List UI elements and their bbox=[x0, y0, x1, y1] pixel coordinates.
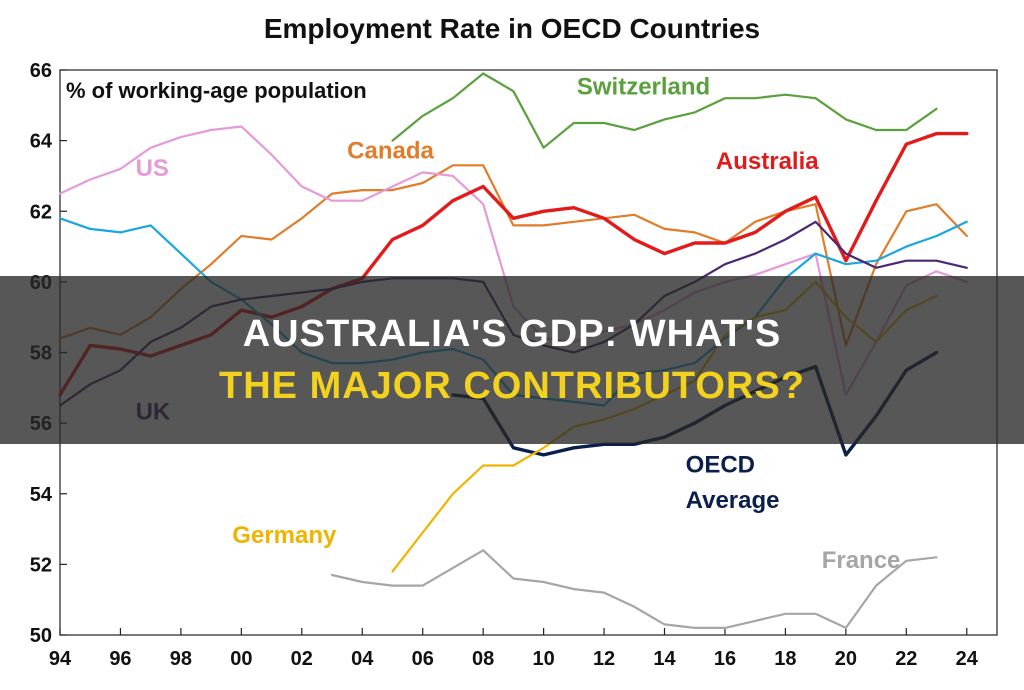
series-canada bbox=[58, 164, 968, 347]
y-tick-label: 54 bbox=[30, 484, 53, 506]
x-tick-label: 22 bbox=[895, 648, 917, 670]
x-tick-label: 06 bbox=[412, 648, 434, 670]
x-tick-label: 20 bbox=[835, 648, 857, 670]
y-tick-label: 52 bbox=[30, 554, 52, 576]
y-tick-label: 66 bbox=[30, 60, 52, 82]
x-tick-label: 00 bbox=[230, 648, 252, 670]
series-label: Average bbox=[686, 487, 780, 514]
series-label: Switzerland bbox=[577, 74, 710, 101]
x-tick-label: 02 bbox=[291, 648, 313, 670]
y-tick-label: 50 bbox=[30, 625, 52, 647]
x-tick-label: 96 bbox=[109, 648, 131, 670]
x-tick-label: 24 bbox=[956, 648, 979, 670]
series-labels: SwitzerlandCanadaUSAustraliaUKOECDAverag… bbox=[136, 74, 901, 574]
y-tick-label: 64 bbox=[30, 131, 53, 153]
x-tick-label: 16 bbox=[714, 648, 736, 670]
overlay-title-line-1: Australia's GDP: What's bbox=[242, 313, 782, 355]
x-tick-label: 18 bbox=[774, 648, 796, 670]
x-tick-label: 14 bbox=[653, 648, 676, 670]
series-label: Australia bbox=[716, 148, 819, 175]
x-tick-label: 12 bbox=[593, 648, 615, 670]
overlay-title-line-2: The Major Contributors? bbox=[219, 365, 805, 407]
title-overlay-banner: Australia's GDP: What's The Major Contri… bbox=[0, 276, 1024, 444]
series-label: France bbox=[822, 547, 901, 574]
x-tick-label: 10 bbox=[532, 648, 554, 670]
x-tick-label: 08 bbox=[472, 648, 494, 670]
series-label: OECD bbox=[686, 452, 755, 479]
series-label: Germany bbox=[232, 522, 337, 549]
series-line-canada bbox=[58, 164, 968, 347]
chart-title: Employment Rate in OECD Countries bbox=[264, 13, 760, 44]
x-tick-label: 98 bbox=[170, 648, 192, 670]
series-line-switzerland bbox=[391, 72, 938, 149]
x-tick-label: 04 bbox=[351, 648, 374, 670]
series-label: Canada bbox=[347, 137, 434, 164]
y-tick-label: 62 bbox=[30, 201, 52, 223]
y-axis-label: % of working-age population bbox=[66, 78, 367, 103]
x-tick-label: 94 bbox=[49, 648, 72, 670]
series-switzerland bbox=[391, 72, 938, 149]
series-label: US bbox=[136, 155, 169, 182]
series-france bbox=[330, 549, 938, 630]
series-line-france bbox=[330, 549, 938, 630]
